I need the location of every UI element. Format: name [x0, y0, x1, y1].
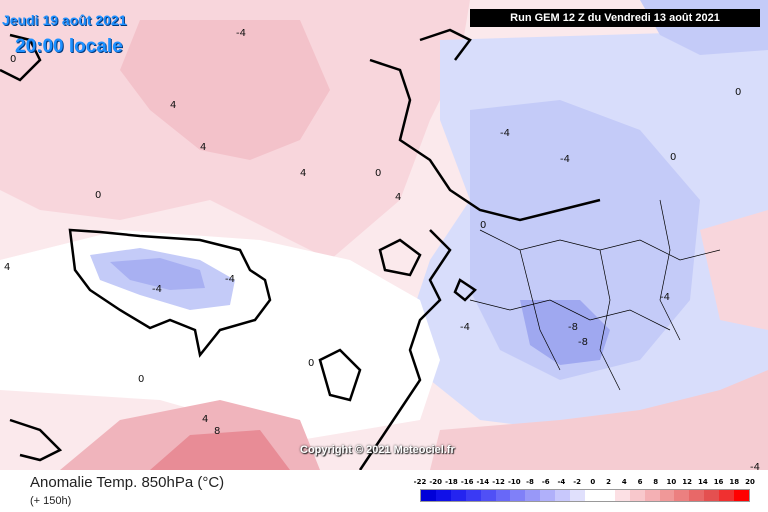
isoline-label: 0 [308, 358, 314, 369]
legend-label: 12 [682, 478, 693, 486]
isoline-label: -4 [236, 28, 246, 39]
legend-label: -8 [526, 478, 534, 486]
isoline-label: -4 [660, 292, 670, 303]
legend-swatch [674, 490, 690, 501]
legend-label: 0 [590, 478, 596, 486]
map-footer: Anomalie Temp. 850hPa (°C) (+ 150h) -22-… [0, 470, 768, 512]
legend-swatch [644, 490, 660, 501]
legend-swatch [570, 490, 585, 501]
legend-swatch [480, 490, 496, 501]
legend-label: 18 [729, 478, 740, 486]
legend-swatch [614, 490, 630, 501]
legend-label: -16 [460, 478, 474, 486]
isoline-label: -4 [225, 274, 235, 285]
legend-labels: -22 -20 -18 -16 -14 -12 -10 -8 -6 -4 -2 0 2 4 6 8 10 12 14… [410, 478, 755, 488]
isoline-label: 0 [735, 87, 741, 98]
legend-swatch [495, 490, 511, 501]
isoline-label: -4 [500, 128, 510, 139]
legend-label: -14 [476, 478, 490, 486]
warm-anomaly-north-africa [430, 370, 768, 470]
cool-anomaly-atlantic-core [110, 258, 205, 290]
legend-swatch [450, 490, 466, 501]
legend-swatch [599, 490, 615, 501]
isoline-label: 4 [4, 262, 10, 273]
copyright-text: Copyright © 2021 Meteociel.fr [300, 444, 455, 456]
legend-label: 16 [713, 478, 724, 486]
lead-time: (+ 150h) [30, 495, 72, 507]
isoline-label: -4 [750, 462, 760, 470]
legend-label: 2 [606, 478, 611, 486]
warm-anomaly-subtropics-core [150, 430, 290, 470]
warm-anomaly-east [700, 210, 768, 330]
coastlines [0, 28, 601, 470]
legend-swatch [421, 490, 436, 501]
borders [469, 199, 721, 391]
isoline-label: 4 [300, 168, 306, 179]
legend-label: 10 [666, 478, 677, 486]
legend-swatch [555, 490, 571, 501]
legend-label: 8 [653, 478, 659, 486]
legend-label: -10 [507, 478, 521, 486]
legend-label: -2 [573, 478, 582, 486]
legend-swatch [510, 490, 526, 501]
isoline-label: -8 [568, 322, 578, 333]
legend-swatch [525, 490, 541, 501]
legend-swatch [540, 490, 556, 501]
model-run-info: Run GEM 12 Z du Vendredi 13 août 2021 [470, 9, 760, 27]
legend-label: -20 [429, 478, 443, 486]
color-legend [420, 489, 750, 502]
isoline-label: 4 [200, 142, 206, 153]
legend-swatch [435, 490, 451, 501]
isoline-label: -4 [152, 284, 162, 295]
isoline-label: 0 [95, 190, 101, 201]
isoline-label: 0 [375, 168, 381, 179]
legend-label: -4 [557, 478, 566, 486]
isoline-label: 0 [138, 374, 144, 385]
legend-label: 20 [745, 478, 755, 486]
legend-label: -18 [445, 478, 458, 486]
legend-label: -6 [541, 478, 550, 486]
parameter-title: Anomalie Temp. 850hPa (°C) [30, 474, 225, 491]
isoline-label: 4 [395, 192, 401, 203]
legend-label: 6 [637, 478, 643, 486]
cold-anomaly-alps [520, 300, 610, 365]
warm-anomaly-greenland-core [120, 20, 330, 160]
legend-label: -12 [492, 478, 505, 486]
forecast-date: Jeudi 19 août 2021 [2, 12, 127, 28]
isoline-label: 0 [10, 54, 16, 65]
isoline-label: -4 [560, 154, 570, 165]
legend-swatch [704, 490, 720, 501]
temperature-anomaly-map: -4 -4 -4 -4 -4 -4 -4 -4 0 0 0 0 0 0 0 0 … [0, 0, 768, 470]
legend-label: 14 [697, 478, 708, 486]
legend-label: 4 [621, 478, 627, 486]
legend-swatch [734, 490, 749, 501]
isoline-label: 0 [670, 152, 676, 163]
legend-swatch [689, 490, 705, 501]
isoline-label: -4 [460, 322, 470, 333]
isoline-labels: -4 -4 -4 -4 -4 -4 -4 -4 0 0 0 0 0 0 0 0 … [4, 28, 760, 470]
forecast-time: 20:00 locale [15, 36, 123, 57]
isoline-label: -8 [578, 337, 588, 348]
legend-label: -22 [413, 478, 427, 486]
isoline-label: 8 [214, 426, 220, 437]
legend-swatch [465, 490, 481, 501]
legend-swatch [629, 490, 645, 501]
legend-swatch [659, 490, 675, 501]
legend-swatch [584, 490, 600, 501]
legend-swatch [719, 490, 735, 501]
isoline-label: 4 [202, 414, 208, 425]
isoline-label: 0 [480, 220, 486, 231]
isoline-label: 4 [170, 100, 176, 111]
